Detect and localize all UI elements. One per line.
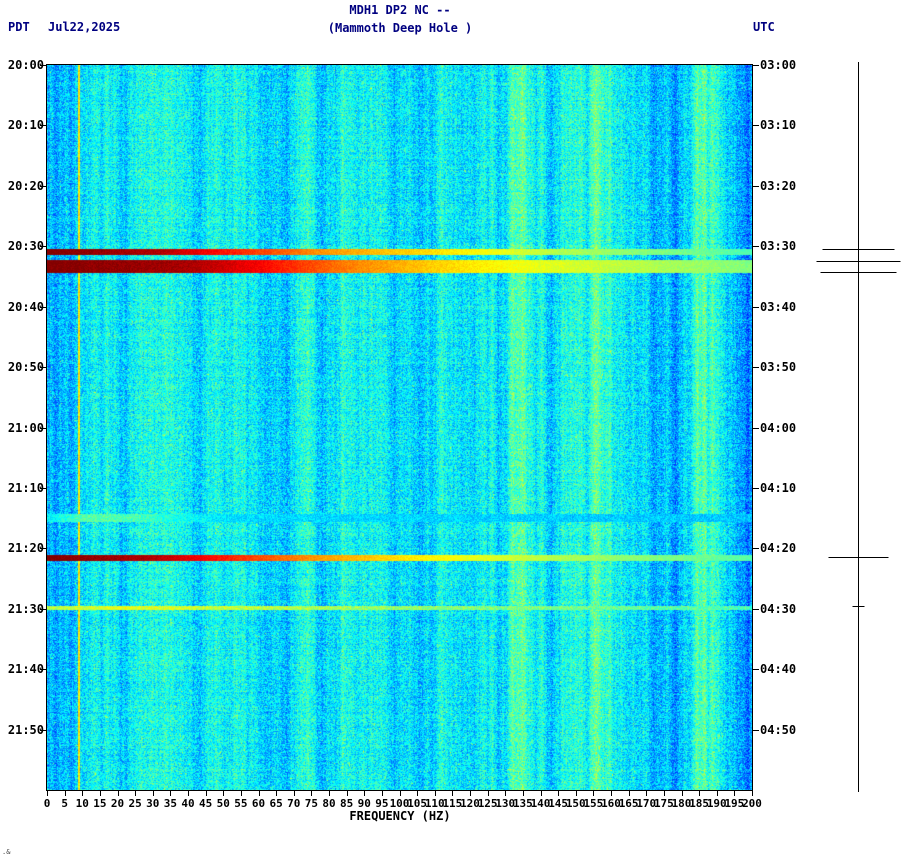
frequency-tick-label: 195 (724, 797, 745, 810)
left-time-tick-label: 21:30 (7, 601, 44, 616)
left-time-tick-label: 20:40 (7, 299, 44, 314)
timezone-left-label: PDT (8, 20, 30, 34)
frequency-tick-label: 75 (304, 797, 318, 810)
frequency-tick-label: 40 (181, 797, 195, 810)
left-time-tick-label: 20:30 (7, 239, 44, 254)
right-time-tick-label: 04:10 (760, 480, 797, 495)
left-time-tick-label: 21:40 (7, 662, 44, 677)
frequency-tick-label: 35 (163, 797, 177, 810)
frequency-tick-label: 30 (146, 797, 160, 810)
frequency-tick-label: 5 (61, 797, 68, 810)
frequency-tick-label: 145 (548, 797, 569, 810)
right-time-tick-label: 04:40 (760, 662, 797, 677)
frequency-tick-label: 15 (93, 797, 107, 810)
frequency-tick-label: 150 (565, 797, 586, 810)
frequency-tick-label: 10 (75, 797, 89, 810)
right-time-tick-label: 04:50 (760, 722, 797, 737)
left-time-tick-label: 20:10 (7, 118, 44, 133)
right-time-tick-label: 03:20 (760, 178, 797, 193)
frequency-tick-label: 80 (322, 797, 336, 810)
left-time-tick-label: 20:50 (7, 360, 44, 375)
left-time-tick-label: 20:20 (7, 178, 44, 193)
station-title: MDH1 DP2 NC -- (349, 3, 451, 17)
right-time-tick-label: 03:50 (760, 360, 797, 375)
frequency-tick-label: 170 (636, 797, 657, 810)
date-label: Jul22,2025 (48, 20, 121, 34)
frequency-tick-label: 70 (287, 797, 301, 810)
frequency-tick-label: 0 (43, 797, 51, 810)
frequency-tick-label: 190 (706, 797, 727, 810)
frequency-tick-label: 95 (375, 797, 389, 810)
frequency-tick-label: 185 (689, 797, 710, 810)
frequency-tick-label: 65 (269, 797, 283, 810)
frequency-axis-label: FREQUENCY (HZ) (349, 809, 451, 823)
frequency-tick-label: 140 (530, 797, 551, 810)
frequency-tick-label: 175 (653, 797, 674, 810)
right-time-tick-label: 04:30 (760, 601, 797, 616)
right-time-tick-label: 03:40 (760, 299, 797, 314)
frequency-tick-label: 100 (389, 797, 410, 810)
frequency-tick-label: 60 (251, 797, 266, 810)
frequency-tick-label: 180 (671, 797, 692, 810)
left-time-tick-label: 20:00 (7, 58, 44, 72)
timezone-right-label: UTC (753, 20, 775, 34)
frequency-tick-label: 130 (495, 797, 516, 810)
frequency-tick-label: 125 (477, 797, 498, 810)
frequency-tick-label: 50 (216, 797, 230, 810)
right-time-tick-label: 03:10 (760, 118, 797, 133)
right-time-tick-label: 04:20 (760, 541, 797, 556)
frequency-tick-label: 110 (424, 797, 445, 810)
corner-glyph: .& (2, 848, 11, 856)
frequency-tick-label: 85 (340, 797, 354, 810)
right-time-tick-label: 03:30 (760, 239, 797, 254)
frequency-tick-label: 20 (110, 797, 125, 810)
frequency-tick-label: 160 (601, 797, 621, 810)
frequency-tick-label: 25 (128, 797, 142, 810)
frequency-tick-label: 155 (583, 797, 604, 810)
frequency-tick-label: 135 (512, 797, 533, 810)
frequency-tick-label: 200 (742, 797, 762, 810)
left-time-tick-label: 21:50 (7, 722, 44, 737)
left-time-tick-label: 21:00 (7, 420, 44, 435)
frequency-tick-label: 105 (407, 797, 428, 810)
frequency-tick-label: 120 (460, 797, 480, 810)
right-time-tick-label: 03:00 (760, 58, 797, 72)
frequency-tick-label: 165 (618, 797, 639, 810)
frequency-tick-label: 90 (357, 797, 371, 810)
frequency-tick-label: 55 (234, 797, 248, 810)
frequency-tick-label: 45 (199, 797, 213, 810)
right-time-tick-label: 04:00 (760, 420, 797, 435)
left-time-tick-label: 21:20 (7, 541, 44, 556)
frequency-tick-label: 115 (442, 797, 463, 810)
station-subtitle: (Mammoth Deep Hole ) (327, 21, 473, 35)
left-time-tick-label: 21:10 (7, 480, 44, 495)
spectrogram-heatmap (47, 65, 752, 790)
